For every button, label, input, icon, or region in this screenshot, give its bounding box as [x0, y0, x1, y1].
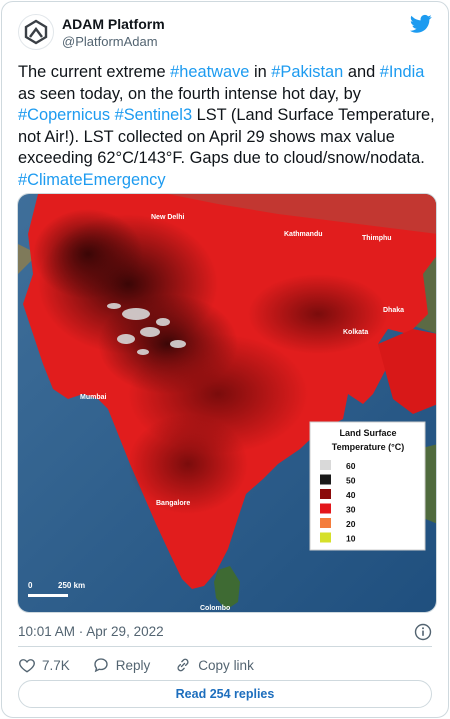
legend-label: 10: [346, 534, 356, 544]
hashtag-link[interactable]: #Pakistan: [271, 63, 344, 81]
heart-icon: [19, 659, 35, 673]
scale-zero-label: 0: [28, 581, 33, 590]
tweet-header: ADAM Platform @PlatformAdam: [18, 14, 432, 50]
link-icon: [177, 658, 189, 672]
tweet-text-segment: LST (Land Surface Temperature, not Air!)…: [18, 106, 435, 167]
read-replies-button[interactable]: Read 254 replies: [18, 680, 432, 708]
tweet-timestamp[interactable]: 10:01 AM · Apr 29, 2022: [18, 624, 164, 639]
tweet-text: The current extreme #heatwave in #Pakist…: [18, 62, 438, 191]
avatar[interactable]: [18, 14, 54, 50]
legend-swatch: [320, 474, 331, 485]
like-count: 7.7K: [42, 657, 70, 673]
city-label-bangalore: Bangalore: [156, 500, 190, 507]
legend-swatch: [320, 518, 331, 528]
city-label-thimphu: Thimphu: [362, 235, 392, 242]
like-button[interactable]: 7.7K: [18, 656, 70, 674]
twitter-bird-icon[interactable]: [410, 14, 432, 34]
divider: [18, 646, 432, 647]
city-label-new-delhi: New Delhi: [151, 214, 185, 221]
hashtag-link[interactable]: #Sentinel3: [114, 106, 193, 124]
hashtag-link[interactable]: #heatwave: [170, 63, 250, 81]
info-icon[interactable]: [414, 623, 432, 641]
tweet-text-segment: and: [343, 63, 380, 81]
legend-label: 20: [346, 519, 356, 529]
city-label-dhaka: Dhaka: [383, 307, 404, 314]
adam-logo-icon: [24, 19, 48, 45]
scale-bar: [28, 594, 68, 597]
legend-label: 50: [346, 476, 356, 486]
legend-swatch: [320, 489, 331, 499]
city-label-mumbai: Mumbai: [80, 394, 107, 401]
legend-swatch: [320, 503, 331, 514]
legend-title-line1: Land Surface: [339, 428, 396, 438]
tweet-text-segment: The current extreme: [18, 63, 171, 81]
legend-swatch: [320, 532, 331, 543]
tweet-text-segment: as seen today, on the fourth intense hot…: [18, 84, 361, 103]
author-names[interactable]: ADAM Platform @PlatformAdam: [62, 15, 165, 50]
legend-title-line2: Temperature (°C): [332, 442, 404, 452]
map-legend: Land Surface Temperature (°C) 60 50 40 30 20…: [309, 421, 426, 551]
legend-label: 60: [346, 461, 356, 471]
lst-map-image: New Delhi Kathmandu Thimphu Dhaka Kolkat…: [18, 194, 436, 612]
city-label-colombo: Colombo: [200, 605, 230, 612]
legend-swatch: [320, 460, 331, 470]
hashtag-link[interactable]: #India: [379, 63, 425, 81]
reply-label: Reply: [115, 657, 151, 673]
city-label-kolkata: Kolkata: [343, 329, 368, 336]
legend-label: 40: [346, 490, 356, 500]
copy-link-button[interactable]: Copy link: [174, 656, 254, 674]
hashtag-link[interactable]: #ClimateEmergency: [18, 170, 166, 189]
timestamp-row: 10:01 AM · Apr 29, 2022: [18, 622, 432, 642]
hashtag-link[interactable]: #Copernicus: [18, 106, 111, 124]
tweet-media-map[interactable]: New Delhi Kathmandu Thimphu Dhaka Kolkat…: [17, 193, 437, 613]
action-bar: 7.7K Reply Copy link: [18, 654, 432, 676]
scale-distance-label: 250 km: [58, 581, 85, 590]
city-label-kathmandu: Kathmandu: [284, 231, 323, 238]
legend-label: 30: [346, 505, 356, 515]
display-name[interactable]: ADAM Platform: [62, 16, 165, 32]
copy-link-label: Copy link: [198, 657, 254, 673]
user-handle[interactable]: @PlatformAdam: [62, 34, 158, 49]
reply-button[interactable]: Reply: [92, 656, 151, 674]
reply-bubble-icon: [94, 658, 108, 673]
tweet-text-segment: in: [249, 63, 272, 81]
